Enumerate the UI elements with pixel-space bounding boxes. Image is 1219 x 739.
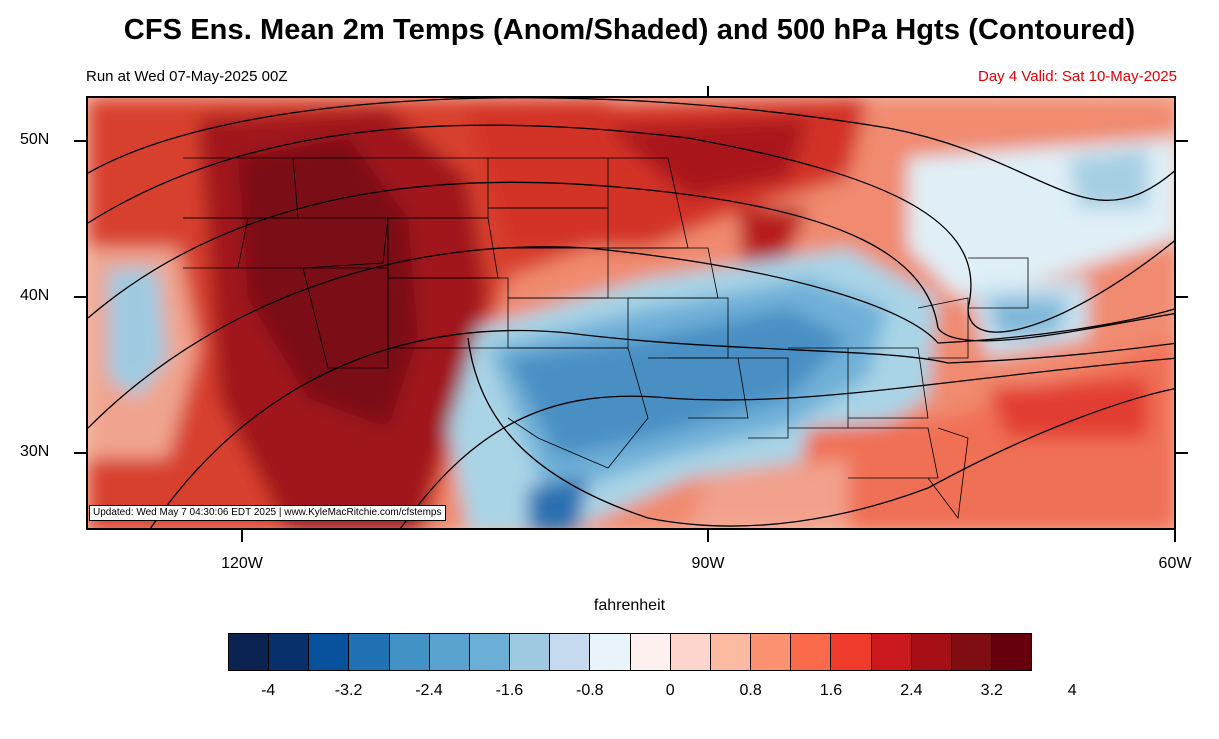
colorbar-swatch [389, 634, 430, 670]
colorbar-swatch [550, 634, 591, 670]
lat-tick-30-right [1176, 452, 1188, 454]
colorbar-swatch [510, 634, 551, 670]
colorbar-swatch [911, 634, 952, 670]
colorbar-tick-label: -2.4 [415, 682, 443, 699]
state-boundaries [183, 157, 1029, 520]
colorbar-tick-label: 0 [665, 682, 675, 699]
colorbar-swatch [991, 634, 1032, 670]
temperature-shading [88, 98, 1174, 528]
colorbar-swatch [871, 634, 912, 670]
map-canvas [88, 98, 1174, 528]
lat-tick-50-right [1176, 140, 1188, 142]
run-time-label: Run at Wed 07-May-2025 00Z [86, 68, 288, 85]
lat-tick-40 [74, 296, 86, 298]
height-contours [88, 98, 1174, 528]
chart-title: CFS Ens. Mean 2m Temps (Anom/Shaded) and… [123, 14, 1136, 46]
update-stamp: Updated: Wed May 7 04:30:06 EDT 2025 | w… [89, 505, 446, 521]
colorbar-swatch [831, 634, 872, 670]
colorbar-tick-label: 4 [1067, 682, 1077, 699]
lon-tick-90w-top [707, 86, 709, 96]
colorbar-tick-label: -1.6 [495, 682, 524, 699]
colorbar-tick-label: 2.4 [900, 682, 923, 699]
colorbar-tick-label: -3.2 [334, 682, 363, 699]
lat-label-40n: 40N [20, 287, 50, 304]
lon-tick-60w [1174, 530, 1176, 542]
colorbar-tick-label: 1.6 [819, 682, 843, 699]
colorbar [228, 633, 1032, 671]
colorbar-swatch [429, 634, 470, 670]
colorbar-tick-label: 0.8 [739, 682, 762, 699]
colorbar-swatch [349, 634, 390, 670]
valid-time-label: Day 4 Valid: Sat 10-May-2025 [978, 68, 1177, 85]
colorbar-tick-label: -4 [261, 682, 276, 699]
lon-tick-90w [707, 530, 709, 542]
lat-tick-30 [74, 452, 86, 454]
lon-label-60w: 60W [1158, 555, 1192, 572]
lat-tick-40-right [1176, 296, 1188, 298]
lon-label-120w: 120W [221, 555, 263, 572]
colorbar-swatch [309, 634, 350, 670]
colorbar-swatch [751, 634, 792, 670]
lat-label-50n: 50N [20, 131, 50, 148]
lon-label-90w: 90W [691, 555, 725, 572]
colorbar-swatch [229, 634, 270, 670]
colorbar-swatch [469, 634, 511, 670]
colorbar-swatch [590, 634, 631, 670]
colorbar-swatch [710, 634, 752, 670]
colorbar-swatch [630, 634, 671, 670]
colorbar-tick-label: 3.2 [980, 682, 1003, 699]
colorbar-swatch [951, 634, 992, 670]
lat-tick-50 [74, 140, 86, 142]
colorbar-unit-label: fahrenheit [593, 597, 666, 614]
colorbar-swatch [791, 634, 832, 670]
colorbar-swatch [670, 634, 711, 670]
colorbar-swatch [269, 634, 310, 670]
lat-label-30n: 30N [20, 443, 50, 460]
colorbar-tick-label: -0.8 [576, 682, 604, 699]
lon-tick-120w [241, 530, 243, 542]
anomaly-map [86, 96, 1176, 530]
